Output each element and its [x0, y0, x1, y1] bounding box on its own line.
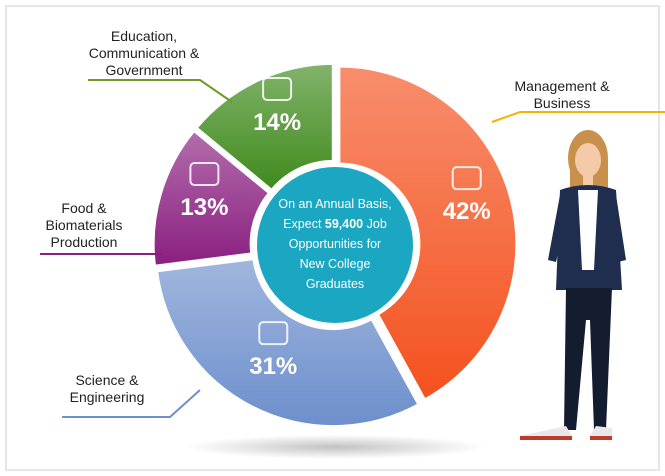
frame: [5, 5, 660, 471]
segment-shine: [338, 66, 517, 400]
segment-shine: [196, 63, 334, 191]
category-label: Management & Business: [514, 78, 610, 111]
value-label: 14%: [253, 109, 301, 136]
center-text: Expect: [283, 217, 322, 231]
icon: [258, 321, 289, 346]
category-label: Science & Engineering: [69, 372, 145, 405]
category-label: Education, Communication & Government: [88, 28, 200, 78]
icon: [451, 166, 482, 191]
icon: [262, 76, 293, 101]
leader-line: [491, 111, 665, 123]
category-label: Food & Biomaterials Production: [45, 200, 123, 250]
value-label: 13%: [180, 194, 228, 221]
center-highlight: 59,400: [325, 217, 363, 231]
shadow: [185, 435, 485, 459]
donut: 42% 31% 13% 14%: [151, 61, 519, 429]
segment-shine: [153, 130, 270, 267]
value-label: 42%: [443, 198, 491, 225]
segment-shine: [156, 258, 419, 427]
center-text: Job: [367, 217, 387, 231]
leader-line: [62, 389, 201, 418]
center-text: Graduates: [306, 277, 364, 291]
center-text: On an Annual Basis,: [278, 197, 391, 211]
leader-line: [88, 79, 233, 103]
icon: [189, 162, 220, 187]
center-text: Expect 59,400 Job: [283, 217, 387, 231]
center-circle: [253, 163, 417, 327]
value-label: 31%: [249, 353, 297, 380]
person-illustration: [520, 130, 626, 440]
center-text: New College: [300, 257, 371, 271]
center-text: Opportunities for: [289, 237, 381, 251]
